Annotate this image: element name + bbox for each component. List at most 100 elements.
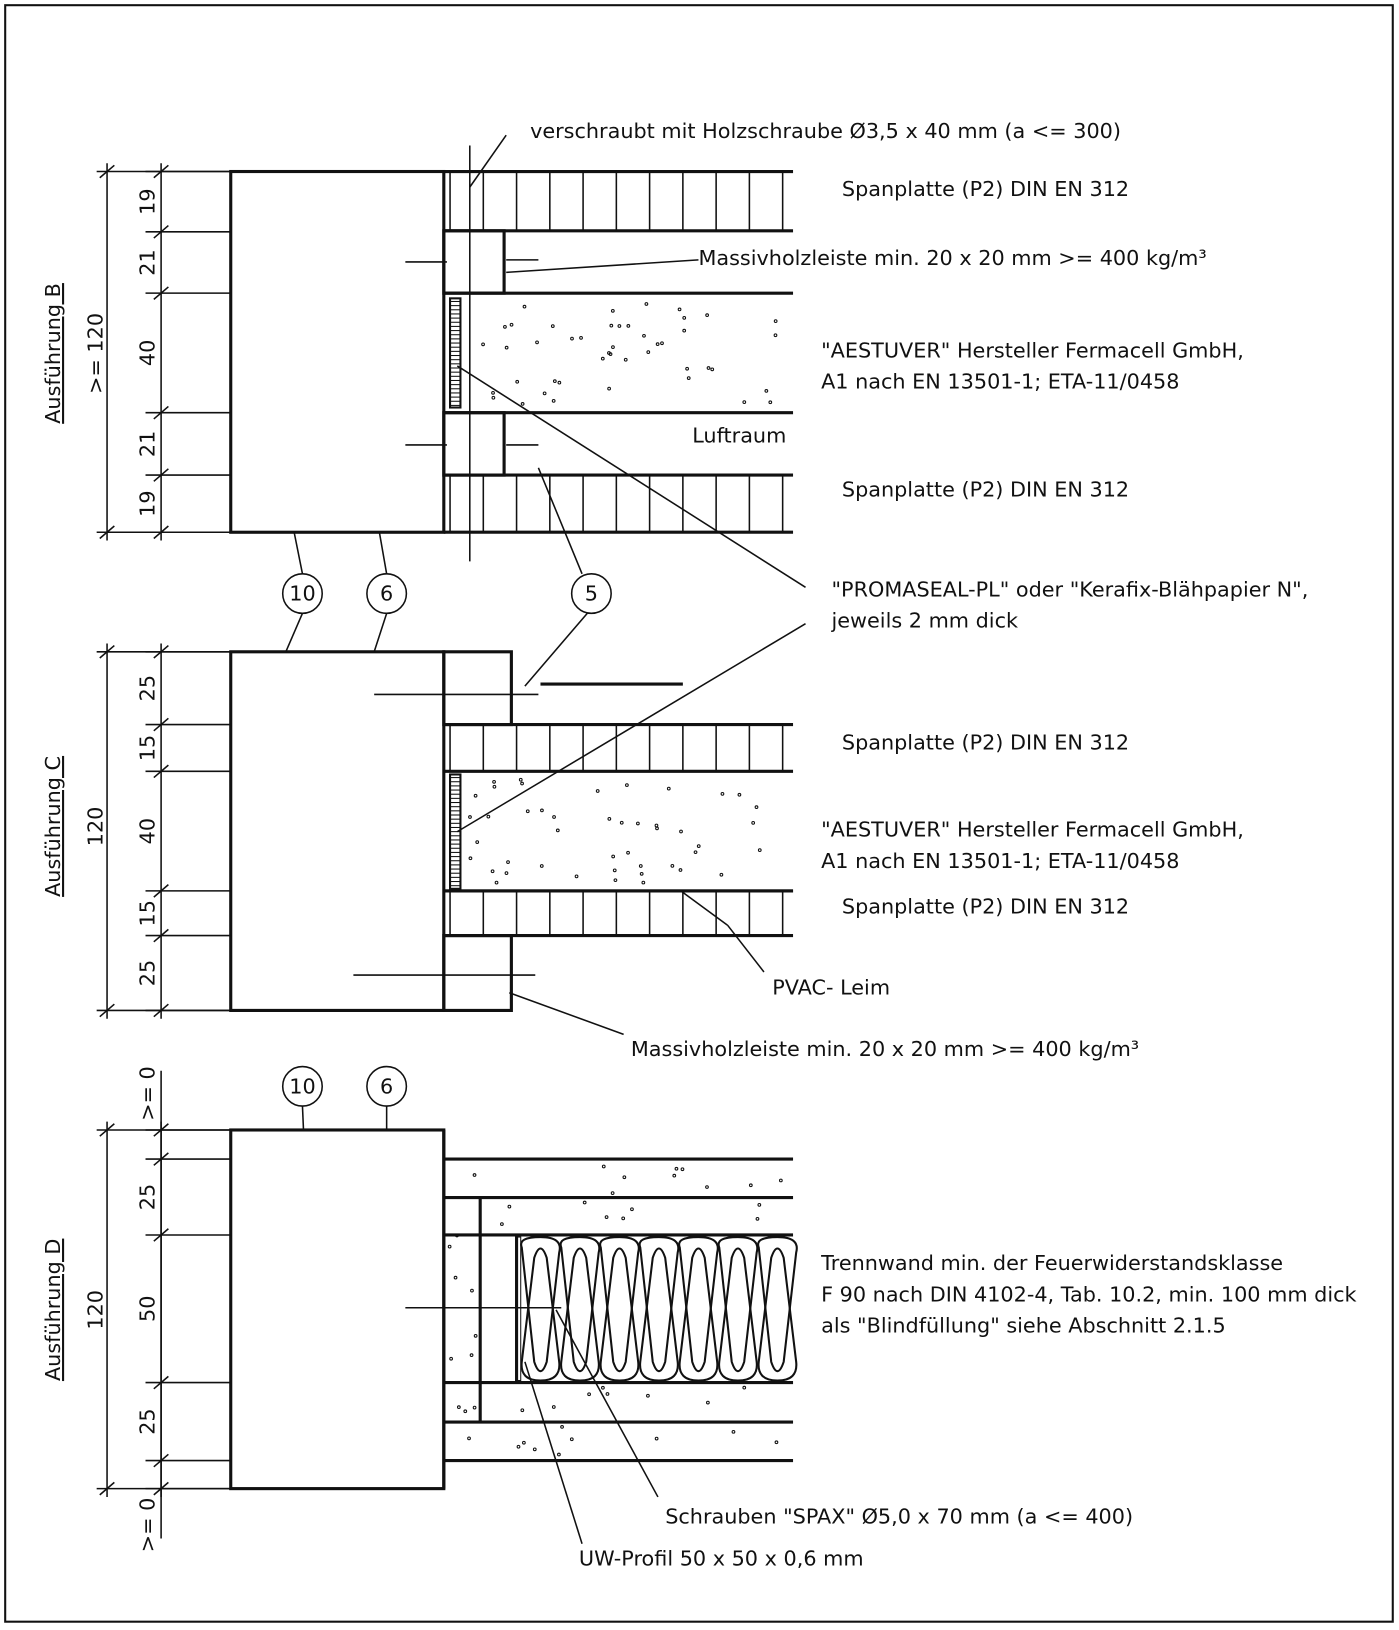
dot bbox=[552, 400, 555, 403]
dot bbox=[743, 1386, 746, 1389]
dot bbox=[450, 1357, 453, 1360]
dot bbox=[626, 784, 629, 787]
dot bbox=[495, 881, 498, 884]
dot bbox=[645, 303, 648, 306]
overall-dimension: >= 120 bbox=[84, 313, 108, 394]
leader-line bbox=[509, 993, 623, 1035]
annotation: Schrauben "SPAX" Ø5,0 x 70 mm (a <= 400) bbox=[665, 1505, 1133, 1529]
leader-line bbox=[538, 468, 582, 574]
leader-line bbox=[506, 260, 698, 272]
dot bbox=[491, 870, 494, 873]
dot bbox=[608, 818, 611, 821]
dot bbox=[687, 377, 690, 380]
dot bbox=[508, 1205, 511, 1208]
annotation: Massivholzleiste min. 20 x 20 mm >= 400 … bbox=[631, 1037, 1139, 1061]
section-title: Ausführung B bbox=[41, 283, 65, 424]
dot bbox=[765, 390, 768, 393]
dot bbox=[558, 1453, 561, 1456]
dot bbox=[642, 881, 645, 884]
annotation: UW-Profil 50 x 50 x 0,6 mm bbox=[579, 1546, 864, 1570]
wood-strip bbox=[444, 936, 512, 1011]
leader-line bbox=[379, 532, 386, 574]
insulation-loop bbox=[758, 1237, 797, 1371]
dot bbox=[681, 1168, 684, 1171]
dot bbox=[482, 343, 485, 346]
dot bbox=[474, 794, 477, 797]
dot bbox=[627, 325, 630, 328]
dot bbox=[732, 1430, 735, 1433]
dot bbox=[774, 320, 777, 323]
dot bbox=[540, 865, 543, 868]
wall bbox=[231, 1130, 444, 1489]
dot bbox=[612, 855, 615, 858]
dot bbox=[469, 857, 472, 860]
dot bbox=[501, 1223, 504, 1226]
dot bbox=[556, 829, 559, 832]
wall bbox=[231, 172, 444, 533]
annotation: Spanplatte (P2) DIN EN 312 bbox=[842, 730, 1129, 754]
dot bbox=[601, 357, 604, 360]
dot bbox=[575, 875, 578, 878]
leader-line bbox=[457, 624, 805, 832]
dot bbox=[758, 849, 761, 852]
dot bbox=[720, 873, 723, 876]
dot bbox=[612, 346, 615, 349]
dot bbox=[471, 1289, 474, 1292]
dot bbox=[492, 391, 495, 394]
dimension-label: 25 bbox=[136, 675, 160, 701]
dot bbox=[553, 816, 556, 819]
dot bbox=[611, 309, 614, 312]
drawing: 1921402119>= 120Ausführung B251540152512… bbox=[0, 0, 1399, 1630]
insulation-loop bbox=[561, 1237, 600, 1371]
dot bbox=[473, 1406, 476, 1409]
dot bbox=[620, 821, 623, 824]
dot bbox=[492, 396, 495, 399]
dot bbox=[493, 785, 496, 788]
dot bbox=[706, 314, 709, 317]
dimension-label: 25 bbox=[136, 960, 160, 986]
annotation: Spanplatte (P2) DIN EN 312 bbox=[842, 895, 1129, 919]
annotation: A1 nach EN 13501-1; ETA-11/0458 bbox=[821, 370, 1179, 394]
dot bbox=[655, 1437, 658, 1440]
dot bbox=[464, 1410, 467, 1413]
dot bbox=[758, 1204, 761, 1207]
dot bbox=[622, 1217, 625, 1220]
dimension-label: 40 bbox=[136, 340, 160, 366]
leader-line bbox=[470, 135, 506, 187]
dot bbox=[643, 334, 646, 337]
dot bbox=[697, 845, 700, 848]
annotation: als "Blindfüllung" siehe Abschnitt 2.1.5 bbox=[821, 1313, 1226, 1337]
dot bbox=[458, 1406, 461, 1409]
dot bbox=[469, 816, 472, 819]
leader-line bbox=[302, 1106, 303, 1130]
dimension-label: 21 bbox=[136, 431, 160, 457]
overall-dimension: 120 bbox=[84, 807, 108, 847]
insulation-loop bbox=[601, 1248, 639, 1380]
dot bbox=[610, 324, 613, 327]
dot bbox=[683, 329, 686, 332]
dot bbox=[775, 1441, 778, 1444]
insulation-loop bbox=[521, 1237, 560, 1371]
dot bbox=[541, 809, 544, 812]
wall bbox=[231, 652, 444, 1011]
dot bbox=[667, 787, 670, 790]
dot bbox=[476, 841, 479, 844]
dot bbox=[580, 337, 583, 340]
dimension-label: 25 bbox=[136, 1184, 160, 1210]
annotation: Trennwand min. der Feuerwiderstandsklass… bbox=[820, 1251, 1283, 1275]
annotation: F 90 nach DIN 4102-4, Tab. 10.2, min. 10… bbox=[821, 1282, 1356, 1306]
dot bbox=[707, 367, 710, 370]
insulation-loop bbox=[640, 1237, 679, 1371]
leader-line bbox=[294, 532, 302, 574]
dot bbox=[583, 1201, 586, 1204]
annotation: Massivholzleiste min. 20 x 20 mm >= 400 … bbox=[698, 246, 1206, 270]
dot bbox=[637, 822, 640, 825]
dot bbox=[774, 334, 777, 337]
dot bbox=[552, 1406, 555, 1409]
dot bbox=[752, 822, 755, 825]
dot bbox=[613, 869, 616, 872]
dot bbox=[571, 337, 574, 340]
dot bbox=[694, 851, 697, 854]
leader-line bbox=[286, 613, 303, 651]
dot bbox=[647, 351, 650, 354]
